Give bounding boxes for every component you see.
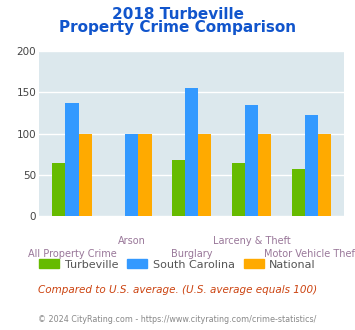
Bar (185, 88, 198, 216)
Text: Compared to U.S. average. (U.S. average equals 100): Compared to U.S. average. (U.S. average … (38, 285, 317, 295)
Text: Larceny & Theft: Larceny & Theft (213, 236, 290, 246)
Bar (172, 160, 185, 216)
Bar (65, 103, 78, 216)
Bar (232, 163, 245, 216)
Text: Arson: Arson (118, 236, 146, 246)
Text: Burglary: Burglary (171, 249, 212, 259)
Bar (305, 115, 318, 216)
Bar (318, 134, 331, 216)
Text: © 2024 CityRating.com - https://www.cityrating.com/crime-statistics/: © 2024 CityRating.com - https://www.city… (38, 315, 317, 324)
Text: 2018 Turbeville: 2018 Turbeville (111, 7, 244, 21)
Bar (52, 163, 65, 216)
Text: Property Crime Comparison: Property Crime Comparison (59, 20, 296, 35)
Text: Motor Vehicle Theft: Motor Vehicle Theft (264, 249, 355, 259)
Bar (258, 134, 271, 216)
Bar (245, 105, 258, 216)
Bar (292, 169, 305, 216)
Legend: Turbeville, South Carolina, National: Turbeville, South Carolina, National (35, 255, 320, 274)
Bar (125, 134, 138, 216)
Bar (78, 134, 92, 216)
Bar (198, 134, 212, 216)
Bar (138, 134, 152, 216)
Text: All Property Crime: All Property Crime (28, 249, 116, 259)
